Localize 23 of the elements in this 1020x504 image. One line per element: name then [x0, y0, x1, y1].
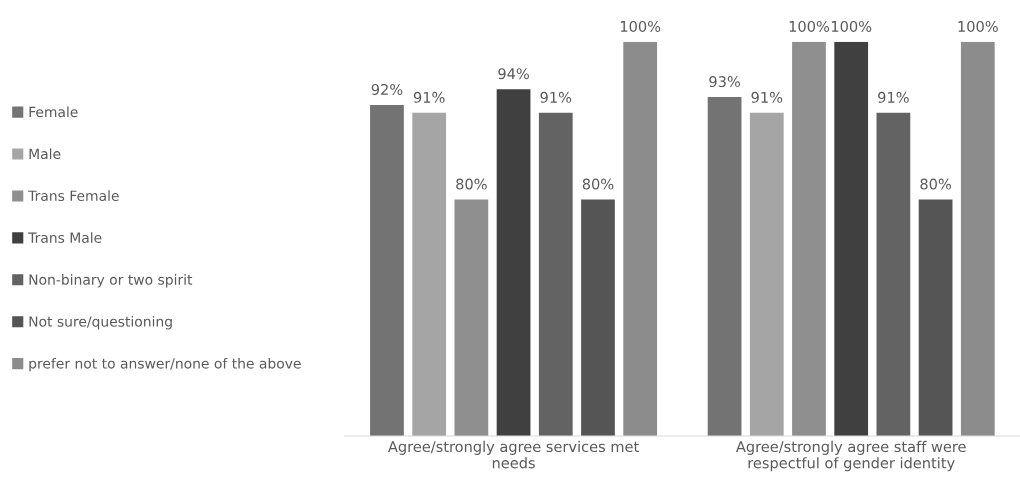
legend-label: prefer not to answer/none of the above — [29, 357, 301, 372]
legend-label: Non-binary or two spirit — [29, 274, 193, 288]
data-label: 92% — [371, 83, 403, 95]
data-label: 100% — [789, 20, 830, 32]
data-label: 93% — [709, 76, 740, 88]
data-label: 94% — [498, 68, 529, 80]
data-label: 100% — [620, 20, 661, 32]
data-label: 91% — [751, 91, 783, 103]
legend-label: Not sure/questioning — [29, 316, 172, 330]
data-label: 100% — [831, 20, 872, 32]
legend-label: Male — [29, 148, 61, 160]
data-label: 100% — [958, 20, 998, 32]
legend-label: Trans Male — [28, 232, 102, 243]
data-label: 80% — [920, 178, 951, 190]
x-tick-label: Agree/strongly agree services met needs — [388, 440, 639, 469]
data-label: 91% — [878, 91, 909, 103]
data-label: 80% — [456, 178, 487, 190]
x-tick-label: Agree/strongly agree staff were respectful of gender identity — [735, 440, 966, 472]
legend-label: Female — [29, 106, 78, 118]
data-label: 91% — [413, 91, 445, 103]
legend-label: Trans Female — [28, 190, 119, 202]
data-label: 91% — [540, 91, 572, 103]
data-label: 80% — [582, 178, 614, 190]
